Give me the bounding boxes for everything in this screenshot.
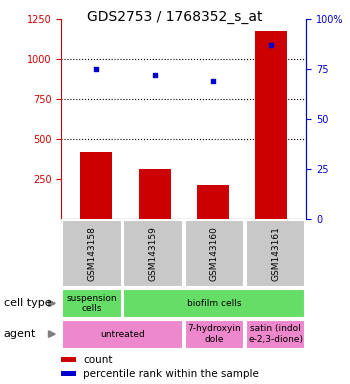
Bar: [185, 220, 244, 287]
Text: cell type: cell type: [4, 298, 51, 308]
Bar: [255, 31, 287, 219]
Text: GSM143161: GSM143161: [271, 226, 280, 281]
Point: [210, 78, 216, 84]
Text: suspension
cells: suspension cells: [66, 294, 117, 313]
Bar: [61, 371, 76, 376]
Bar: [80, 152, 112, 219]
Bar: [246, 319, 305, 349]
Text: biofilm cells: biofilm cells: [187, 299, 241, 308]
Bar: [62, 319, 183, 349]
Bar: [124, 220, 183, 287]
Bar: [62, 220, 121, 287]
Text: 7-hydroxyin
dole: 7-hydroxyin dole: [188, 324, 241, 344]
Text: percentile rank within the sample: percentile rank within the sample: [83, 369, 259, 379]
Bar: [62, 289, 121, 318]
Text: GSM143158: GSM143158: [88, 226, 96, 281]
Point: [152, 72, 158, 78]
Text: GDS2753 / 1768352_s_at: GDS2753 / 1768352_s_at: [87, 10, 263, 23]
Point: [268, 42, 274, 48]
Text: agent: agent: [4, 329, 36, 339]
Bar: [61, 357, 76, 362]
Bar: [197, 185, 229, 219]
Text: satin (indol
e-2,3-dione): satin (indol e-2,3-dione): [248, 324, 303, 344]
Text: untreated: untreated: [100, 329, 145, 339]
Bar: [246, 220, 305, 287]
Bar: [139, 169, 171, 219]
Point: [93, 66, 99, 72]
Bar: [124, 289, 305, 318]
Text: GSM143160: GSM143160: [210, 226, 219, 281]
Bar: [185, 319, 244, 349]
Text: count: count: [83, 354, 113, 364]
Text: GSM143159: GSM143159: [149, 226, 158, 281]
